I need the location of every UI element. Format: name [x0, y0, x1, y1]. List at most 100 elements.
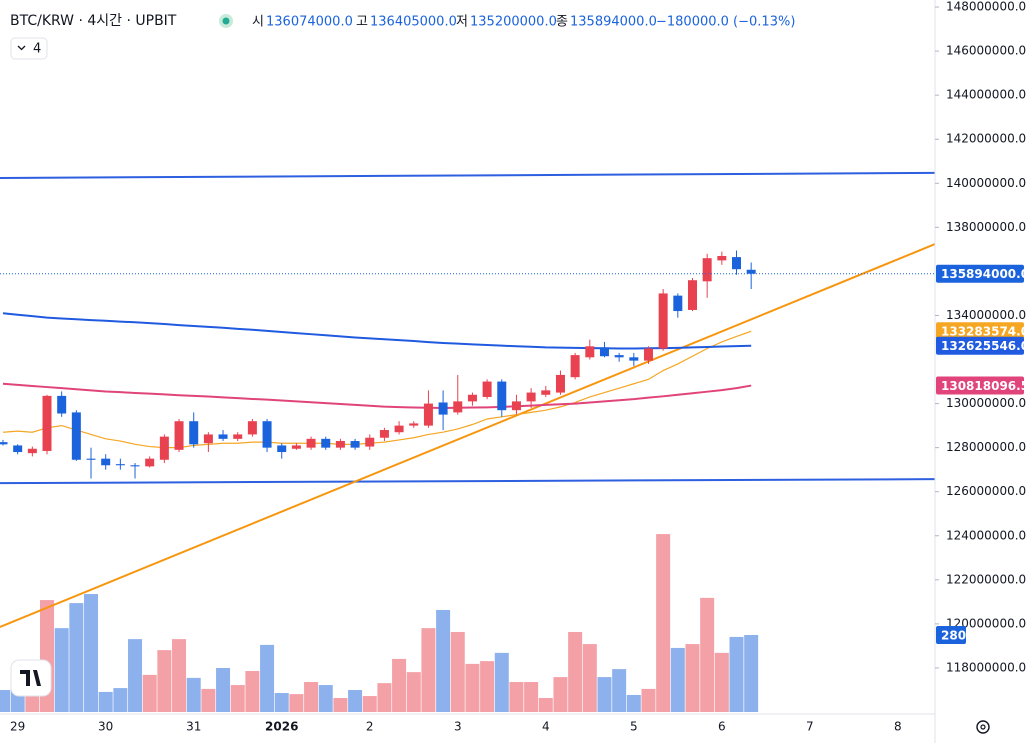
volume-bar	[406, 672, 421, 712]
volume-bar	[0, 690, 10, 712]
settings-button[interactable]	[976, 720, 990, 734]
volume-bar	[377, 683, 392, 712]
x-tick-label: 7	[806, 720, 814, 734]
candle-body	[247, 421, 257, 435]
volume-bar	[69, 603, 84, 712]
candle-body	[658, 293, 668, 349]
status-dot	[222, 17, 230, 25]
chevron-icon	[17, 45, 26, 51]
trend-line	[0, 478, 935, 485]
candle-body	[115, 464, 125, 466]
volume-bar	[304, 682, 319, 712]
x-tick-label: 29	[10, 720, 25, 734]
price-tag-label: 133283574.0	[941, 325, 1029, 339]
candle-body	[159, 436, 169, 460]
volume-bar	[113, 688, 128, 712]
volume-bar	[318, 685, 333, 712]
candle-body	[687, 280, 697, 310]
candle-body	[86, 458, 96, 460]
candle-body	[732, 257, 741, 270]
header: BTC/KRW · 4시간 · UPBIT 시 136074000.0 고 13…	[10, 13, 795, 60]
logo-mark	[20, 670, 41, 686]
candle-body	[585, 346, 595, 358]
x-tick-label: 5	[630, 720, 638, 734]
volume-bar	[260, 644, 275, 712]
candle-body	[746, 269, 756, 274]
indicator-count: 4	[33, 42, 41, 57]
close-value: 135894000.0	[570, 15, 657, 30]
y-tick-label: 122000000.0	[946, 572, 1026, 586]
volume-bar	[729, 636, 744, 712]
volume-bar	[597, 677, 612, 712]
y-tick-label: 120000000.0	[946, 616, 1026, 630]
y-tick-label: 134000000.0	[946, 308, 1026, 322]
low-label: 저	[456, 15, 468, 30]
price-tag-label: 132625546.0	[941, 339, 1029, 353]
candle-body	[423, 403, 433, 426]
volume-bar	[626, 694, 641, 712]
candle-body	[350, 441, 360, 448]
volume-bar	[509, 682, 524, 712]
candle-body	[541, 390, 551, 395]
price-tag-label: 135894000.0	[941, 267, 1029, 281]
volume-bar	[84, 594, 99, 712]
volume-bar	[201, 688, 216, 712]
y-tick-label: 130000000.0	[946, 396, 1026, 410]
logo-box	[10, 659, 52, 697]
volume-bar	[172, 639, 187, 712]
volume-bar	[465, 663, 480, 712]
y-tick-label: 128000000.0	[946, 440, 1026, 454]
candle-body	[570, 355, 580, 378]
volume-bar	[656, 534, 671, 712]
high-label: 고	[356, 15, 368, 30]
candle-body	[497, 381, 507, 411]
candle-body	[409, 423, 419, 426]
candle-body	[130, 465, 140, 467]
candle-body	[673, 295, 683, 312]
candle-body	[702, 258, 712, 282]
volume-bar	[524, 682, 539, 712]
volume-bar	[289, 694, 304, 712]
volume-bar	[714, 652, 729, 712]
y-tick-label: 148000000.0	[946, 0, 1026, 14]
volume-bar	[186, 677, 201, 712]
price-tag	[936, 322, 1024, 341]
y-tick-label: 146000000.0	[946, 44, 1026, 58]
candle-body	[277, 445, 287, 453]
volume-bar	[436, 609, 451, 712]
trend-line	[0, 171, 935, 179]
volume-bar	[450, 631, 465, 712]
y-tick-label: 118000000.0	[946, 660, 1026, 674]
volume-tag	[936, 626, 966, 644]
moving-average	[2, 312, 752, 350]
candle-body	[599, 347, 609, 357]
candle-body	[174, 421, 184, 450]
candle-body	[511, 401, 521, 411]
volume-bar	[612, 669, 627, 712]
candle-body	[42, 395, 52, 451]
candle-body	[291, 445, 301, 449]
candle-body	[189, 421, 199, 445]
x-tick-label: 8	[894, 720, 902, 734]
volume-bar	[157, 650, 172, 712]
candle-body	[203, 434, 213, 444]
indicator-toggle[interactable]	[10, 37, 48, 60]
volume-bar	[744, 635, 759, 712]
price-tag	[936, 264, 1024, 283]
x-tick-label: 2	[366, 720, 374, 734]
low-value: 135200000.0	[470, 15, 557, 30]
gear-icon[interactable]	[976, 720, 990, 734]
y-tick-label: 124000000.0	[946, 528, 1026, 542]
candle-body	[13, 445, 23, 453]
x-tick-label: 30	[98, 720, 113, 734]
volume-bar	[230, 685, 245, 712]
volume-bar	[348, 690, 363, 712]
candle-body	[629, 357, 639, 361]
volume-bar	[128, 639, 143, 712]
price-tag	[936, 336, 1024, 355]
volume-bar	[582, 644, 597, 712]
volume-bar	[480, 661, 495, 712]
candle-body	[438, 402, 448, 415]
